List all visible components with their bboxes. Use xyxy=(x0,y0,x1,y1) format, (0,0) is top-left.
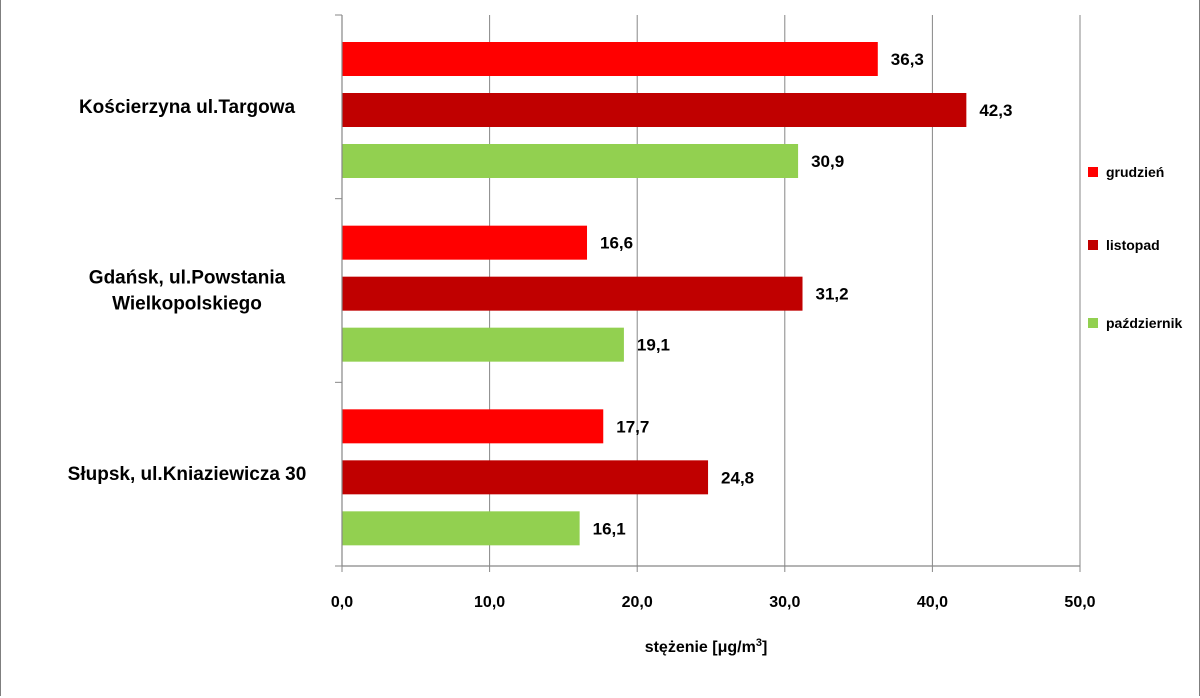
axes xyxy=(335,14,1081,572)
data-label: 30,9 xyxy=(811,152,844,171)
data-label: 16,6 xyxy=(600,234,633,253)
legend-label: listopad xyxy=(1106,237,1160,253)
x-tick-label: 10,0 xyxy=(474,594,505,611)
bar xyxy=(342,276,803,311)
legend-swatch xyxy=(1088,167,1098,177)
bar xyxy=(342,225,588,260)
data-label: 31,2 xyxy=(816,285,849,304)
bar xyxy=(342,409,604,444)
data-label: 16,1 xyxy=(593,519,626,538)
bar xyxy=(342,42,878,76)
category-label: Kościerzyna ul.Targowa xyxy=(79,97,296,118)
legend-label: grudzień xyxy=(1106,164,1164,180)
labels: 0,0 10,0 20,0 30,0 40,0 50,0 Kościerzyna ul.Ta… xyxy=(68,50,1096,611)
x-tick-label: 0,0 xyxy=(331,594,353,611)
bar xyxy=(342,144,799,178)
category-label: Gdańsk, ul.Powstania xyxy=(89,268,286,289)
bar xyxy=(342,93,967,127)
legend: grudzień listopad październik xyxy=(1088,164,1182,331)
data-label: 19,1 xyxy=(637,336,670,355)
legend-swatch xyxy=(1088,318,1098,328)
x-axis-title: stężenie [μg/m3] xyxy=(645,637,768,656)
x-tick-label: 40,0 xyxy=(917,594,948,611)
x-tick-label: 20,0 xyxy=(622,594,653,611)
data-label: 24,8 xyxy=(721,468,754,487)
bar xyxy=(342,327,624,362)
x-tick-label: 30,0 xyxy=(769,594,800,611)
legend-label: październik xyxy=(1106,315,1182,331)
category-label: Wielkopolskiego xyxy=(112,294,262,315)
x-tick-label: 50,0 xyxy=(1064,594,1095,611)
data-label: 17,7 xyxy=(616,417,649,436)
bar xyxy=(342,511,580,546)
data-label: 42,3 xyxy=(979,101,1012,120)
bars xyxy=(342,42,967,546)
data-label: 36,3 xyxy=(891,50,924,69)
legend-swatch xyxy=(1088,240,1098,250)
bar xyxy=(342,460,709,495)
category-label: Słupsk, ul.Kniaziewicza 30 xyxy=(68,464,307,485)
